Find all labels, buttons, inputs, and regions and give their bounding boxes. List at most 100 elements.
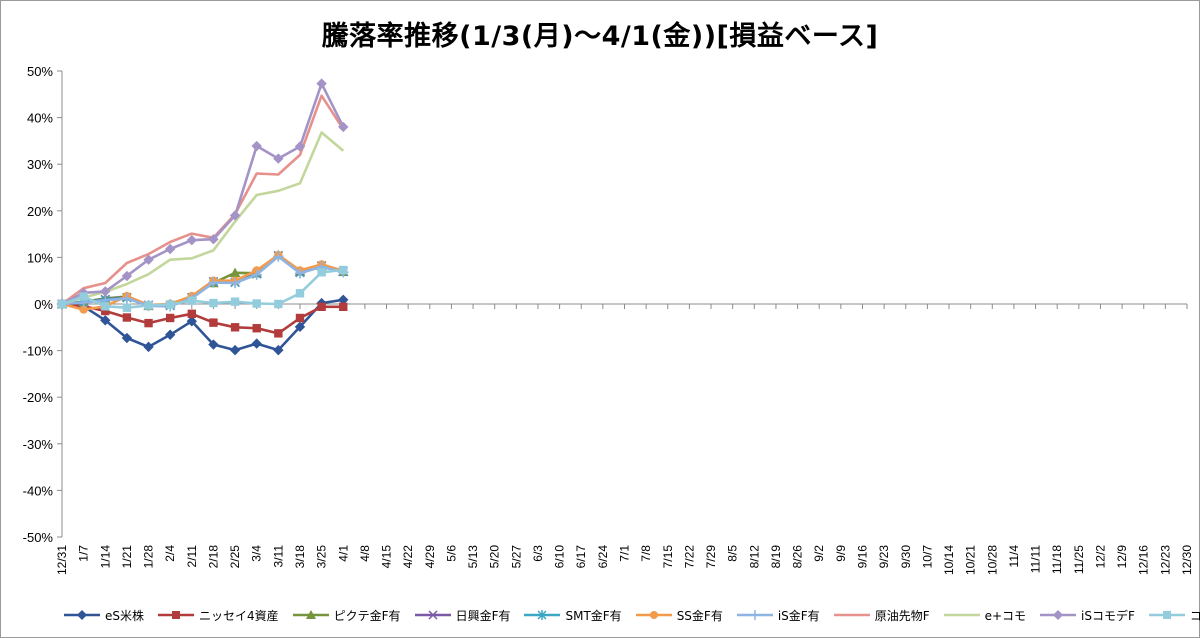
data-point-11	[165, 300, 175, 309]
x-tick-label: 9/9	[834, 545, 848, 562]
x-tick-label: 12/23	[1158, 545, 1172, 575]
x-tick-label: 4/15	[380, 545, 394, 569]
x-tick-label: 1/14	[98, 545, 112, 569]
data-point-7	[229, 277, 241, 289]
x-tick-label: 6/17	[574, 545, 588, 569]
legend-marker	[1162, 611, 1171, 619]
x-tick-label: 9/23	[877, 545, 891, 569]
legend-item: ニッセイ4資産	[156, 607, 279, 624]
data-point-2	[122, 313, 132, 322]
data-point-1	[121, 332, 133, 344]
legend-swatch	[414, 610, 451, 620]
x-tick-label: 3/4	[250, 545, 264, 562]
x-tick-label: 4/29	[423, 545, 437, 569]
data-point-7	[273, 251, 284, 262]
data-point-11	[230, 297, 240, 306]
x-tick-label: 2/4	[163, 545, 177, 562]
data-point-11	[274, 299, 283, 309]
data-point-2	[274, 329, 283, 338]
x-tick-label: 4/1	[336, 545, 350, 562]
data-point-10	[338, 121, 349, 133]
data-point-2	[209, 318, 218, 327]
data-point-11	[252, 299, 261, 308]
x-tick-label: 1/28	[142, 545, 156, 569]
x-tick-label: 11/18	[1050, 545, 1064, 574]
data-point-1	[164, 329, 176, 340]
data-point-1	[143, 341, 154, 353]
x-tick-label: 5/13	[466, 545, 480, 569]
x-tick-label: 10/28	[985, 545, 999, 575]
data-point-11	[79, 292, 88, 301]
x-tick-label: 7/29	[704, 545, 718, 569]
data-point-1	[251, 338, 262, 349]
x-tick-label: 5/20	[488, 545, 502, 569]
legend-swatch	[736, 610, 773, 620]
legend-marker	[537, 610, 547, 620]
x-tick-label: 12/30	[1180, 545, 1194, 575]
x-tick-label: 10/14	[942, 545, 956, 575]
x-tick-label: 1/7	[77, 545, 91, 562]
chart-title: 騰落率推移(1/3(月)～4/1(金))[損益ベース]	[321, 21, 879, 52]
x-tick-label: 3/11	[271, 545, 285, 568]
data-point-11	[144, 301, 153, 310]
x-tick-label: 8/19	[769, 545, 783, 569]
data-point-10	[208, 234, 219, 245]
legend-label: SMT金F有	[565, 608, 622, 623]
legend-marker	[649, 611, 658, 619]
x-tick-label: 7/22	[682, 545, 696, 569]
x-tick-label: 9/2	[812, 545, 826, 562]
x-tick-label: 4/22	[401, 545, 415, 569]
legend-swatch	[1040, 610, 1077, 620]
x-tick-label: 2/11	[185, 545, 199, 568]
legend-label: SS金F有	[676, 608, 723, 623]
y-tick-label: 0%	[34, 297, 53, 312]
legend-swatch	[158, 611, 195, 619]
legend-label: ピクテ金F有	[333, 608, 401, 623]
data-point-2	[252, 324, 261, 333]
legend-item: 原油先物F	[832, 607, 930, 624]
legend-swatch	[635, 611, 672, 619]
legend-item: SMT金F有	[522, 607, 622, 624]
x-tick-label: 7/8	[639, 545, 653, 562]
x-tick-label: 10/21	[964, 545, 978, 575]
data-point-1	[229, 344, 241, 356]
data-point-6	[79, 305, 88, 314]
data-point-2	[339, 302, 348, 311]
data-point-10	[186, 234, 198, 246]
y-tick-label: 50%	[27, 64, 53, 79]
series-line-1	[61, 298, 344, 352]
legend-item: eS米株	[62, 607, 144, 624]
data-point-2	[317, 302, 326, 311]
data-point-1	[294, 321, 306, 333]
data-point-11	[295, 289, 305, 298]
legend-swatch	[833, 613, 870, 617]
data-point-2	[165, 313, 175, 323]
data-point-1	[338, 294, 349, 306]
data-point-2	[187, 309, 197, 318]
data-point-10	[273, 153, 284, 164]
data-point-11	[209, 298, 218, 308]
data-point-11	[122, 303, 132, 312]
x-tick-label: 8/26	[791, 545, 805, 569]
data-point-7	[121, 293, 133, 304]
data-point-10	[316, 78, 327, 89]
data-point-7	[208, 277, 219, 288]
legend-marker	[749, 610, 760, 620]
x-tick-label: 11/4	[1007, 545, 1021, 568]
y-tick-label: 10%	[27, 250, 53, 265]
legend-marker	[77, 610, 87, 620]
legend-item: e+コモ	[942, 607, 1026, 624]
x-tick-label: 10/7	[920, 545, 934, 569]
x-tick-label: 11/11	[1029, 545, 1043, 574]
chart-legend: eS米株 ニッセイ4資産 ピクテ金F有 日興金F有 SMT金F有 SS金F有 iS金F有 原油…	[62, 604, 1200, 626]
data-point-10	[294, 141, 306, 152]
legend-label: eS米株	[105, 608, 145, 623]
y-tick-label: -50%	[23, 530, 54, 545]
data-point-10	[164, 243, 176, 255]
x-tick-label: 8/12	[747, 545, 761, 569]
data-point-2	[295, 313, 305, 323]
legend-marker	[1053, 610, 1064, 620]
legend-swatch	[524, 610, 561, 620]
legend-item: ピクテ金F有	[291, 607, 401, 624]
